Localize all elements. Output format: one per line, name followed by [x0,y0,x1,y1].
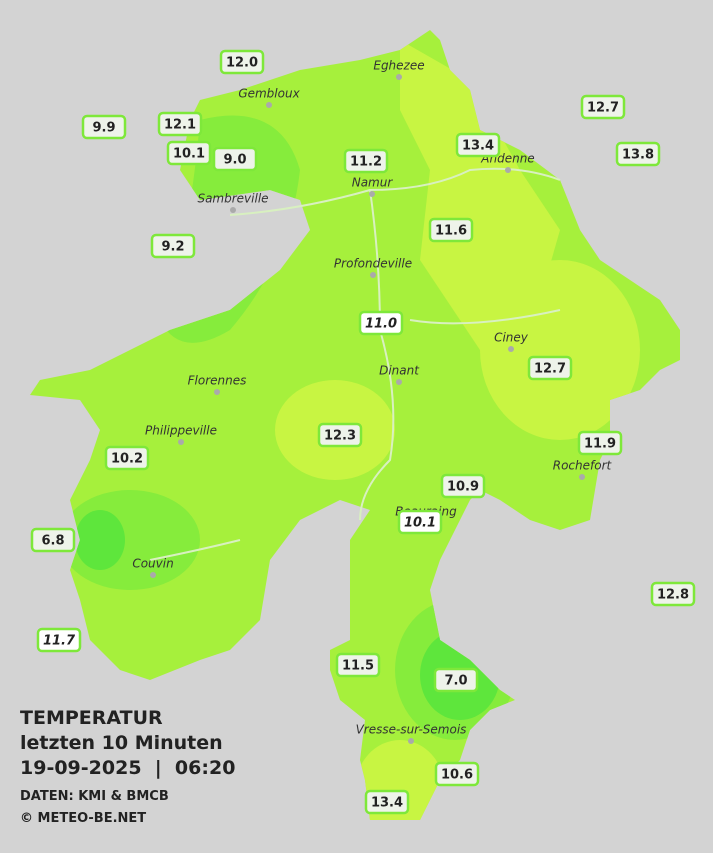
station-box [455,132,501,158]
station-box [343,148,389,174]
station-box [219,49,265,75]
town-dot [408,738,414,744]
station-value: 11.7 [43,634,76,649]
town-dot [369,191,375,197]
town-dot [266,102,272,108]
station-value: 13.8 [622,148,654,163]
station-value: 7.0 [444,674,467,689]
station-box [30,527,76,553]
station-box [36,627,82,653]
station-value: 12.7 [587,101,619,116]
station-box [358,310,404,336]
station-value: 10.1 [173,147,205,162]
station-value: 12.1 [164,118,196,133]
station-value: 11.5 [342,659,374,674]
source: DATEN: KMI & BMCB [20,789,169,804]
station-box [615,141,661,167]
station-value: 11.0 [365,317,397,332]
station-box [317,422,363,448]
station-box [150,233,196,259]
subtitle: letzten 10 Minuten [20,732,223,754]
station-value: 10.6 [441,768,473,783]
station-box [81,114,127,140]
station-box [428,217,474,243]
town-dot [396,379,402,385]
station-box [397,509,443,535]
town-label: Ciney [494,331,529,345]
station-value: 12.3 [324,429,356,444]
town-dot [230,207,236,213]
station-value: 13.4 [371,796,403,811]
copyright: © METEO-BE.NET [20,811,146,826]
station-value: 10.9 [447,480,479,495]
station-value: 12.7 [534,362,566,377]
town-label: Eghezee [373,59,424,73]
town-label: Sambreville [197,192,268,206]
station-value: 6.8 [41,534,64,549]
station-value: 11.9 [584,437,616,452]
station-value: 9.0 [223,153,246,168]
town-label: Rochefort [553,459,613,473]
station-box [166,140,212,166]
town-label: Namur [352,176,394,190]
town-label: Dinant [379,364,420,378]
station-box [440,473,486,499]
town-label: Gembloux [238,87,300,101]
station-box [212,146,258,172]
station-value: 12.0 [226,56,258,71]
station-value: 10.1 [404,516,436,531]
station-value: 9.2 [161,240,184,255]
town-label: Vresse-sur-Semois [356,723,467,737]
town-dot [396,74,402,80]
town-dot [178,439,184,445]
title: TEMPERATUR [20,707,163,729]
town-dot [505,167,511,173]
station-box [650,581,696,607]
town-dot [579,474,585,480]
town-label: Couvin [132,557,173,571]
station-value: 11.2 [350,155,382,170]
rivers [149,167,561,561]
town-dot [508,346,514,352]
station-value: 9.9 [92,121,115,136]
town-dot [214,389,220,395]
station-box [527,355,573,381]
station-box [364,789,410,815]
station-box [577,430,623,456]
station-value: 13.4 [462,139,494,154]
datetime: 19-09-2025 | 06:20 [20,757,235,779]
station-box [434,761,480,787]
town-dot [150,572,156,578]
station-box [157,111,203,137]
station-box [335,652,381,678]
town-dot [370,272,376,278]
station-value: 11.6 [435,224,467,239]
station-value: 12.8 [657,588,689,603]
station-box [433,667,479,693]
town-label: Profondeville [334,257,412,271]
town-label: Philippeville [145,424,217,438]
station-box [104,445,150,471]
town-label: Florennes [188,374,247,388]
station-box [580,94,626,120]
station-value: 10.2 [111,452,143,467]
